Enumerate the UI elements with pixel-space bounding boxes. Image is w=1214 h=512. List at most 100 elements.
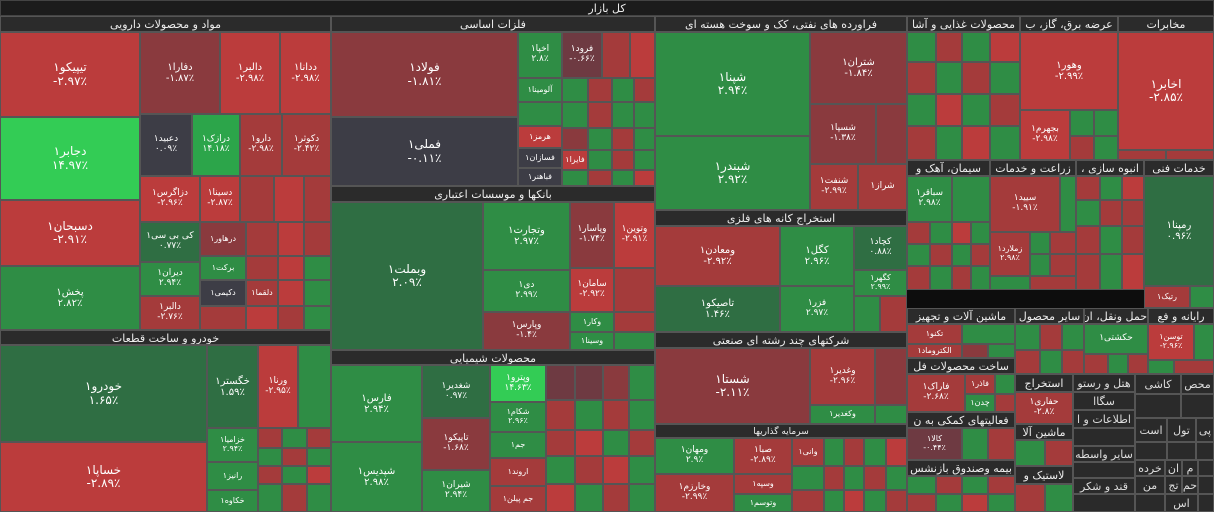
- stock-tile[interactable]: [258, 484, 282, 512]
- stock-tile[interactable]: دعبید۱ ۰.۰۹٪: [140, 114, 192, 176]
- stock-tile[interactable]: [282, 484, 307, 512]
- stock-tile[interactable]: ومعادن۱ -۲.۹۲٪: [655, 226, 780, 286]
- stock-tile[interactable]: [612, 78, 634, 102]
- stock-tile[interactable]: [1190, 286, 1214, 308]
- stock-tile[interactable]: [962, 62, 990, 94]
- stock-tile[interactable]: [307, 484, 331, 512]
- stock-tile[interactable]: [282, 466, 307, 484]
- stock-tile[interactable]: [200, 306, 246, 330]
- stock-tile[interactable]: دالبر۱ -۲.۷۶٪: [140, 296, 200, 330]
- stock-tile[interactable]: [634, 128, 655, 150]
- sector-header[interactable]: تول: [1167, 418, 1196, 442]
- sector-header[interactable]: محصولات شیمیایی: [331, 350, 655, 365]
- stock-tile[interactable]: [240, 176, 274, 222]
- sector-header[interactable]: است: [1135, 418, 1167, 442]
- stock-tile[interactable]: کی بی سی۱ ۰.۷۷٪: [140, 222, 200, 262]
- stock-tile[interactable]: فایرا۱: [562, 150, 588, 170]
- stock-tile[interactable]: حکشتی۱: [1084, 324, 1148, 354]
- sector-header[interactable]: سایر محصول: [1015, 308, 1084, 324]
- stock-tile[interactable]: [282, 428, 307, 448]
- stock-tile[interactable]: [1084, 354, 1108, 374]
- stock-tile[interactable]: [824, 490, 844, 512]
- stock-tile[interactable]: کگهر۱ ۲.۹۹٪: [854, 270, 907, 296]
- stock-tile[interactable]: شسپا۱ -۱.۳۸٪: [810, 104, 876, 164]
- stock-tile[interactable]: [1122, 200, 1144, 226]
- stock-tile[interactable]: [930, 244, 952, 266]
- stock-tile[interactable]: توسن۱ -۲.۹۶٪: [1148, 324, 1194, 360]
- stock-tile[interactable]: [1045, 440, 1073, 466]
- stock-tile[interactable]: [603, 430, 629, 456]
- stock-tile[interactable]: [258, 448, 282, 466]
- stock-tile[interactable]: بجهرم۱ -۲.۹۸٪: [1020, 110, 1070, 160]
- sector-header[interactable]: [1181, 394, 1214, 418]
- sector-header[interactable]: استخراج کانه های فلزی: [655, 210, 907, 226]
- stock-tile[interactable]: [246, 306, 278, 330]
- stock-tile[interactable]: [1030, 232, 1050, 254]
- sector-header[interactable]: اس: [1165, 494, 1198, 512]
- stock-tile[interactable]: [304, 280, 331, 306]
- sector-header[interactable]: سرمایه گذاریها: [655, 424, 907, 438]
- stock-tile[interactable]: ددانا۱ -۲.۹۸٪: [280, 32, 331, 114]
- sector-header[interactable]: من: [1135, 476, 1165, 494]
- stock-tile[interactable]: فزر۱ ۲.۹۷٪: [780, 286, 854, 332]
- stock-tile[interactable]: حفاری۱ -۲.۸٪: [1015, 392, 1073, 424]
- sector-header[interactable]: ان: [1165, 460, 1182, 476]
- stock-tile[interactable]: [907, 476, 936, 494]
- stock-tile[interactable]: [907, 62, 936, 94]
- stock-tile[interactable]: [1040, 324, 1062, 350]
- stock-tile[interactable]: [880, 296, 907, 332]
- stock-tile[interactable]: [936, 476, 962, 494]
- stock-tile[interactable]: [995, 374, 1015, 394]
- stock-tile[interactable]: ورنا۱ -۲.۹۵٪: [258, 345, 298, 428]
- stock-tile[interactable]: شکام۱ ۲.۹۶٪: [490, 402, 546, 432]
- stock-tile[interactable]: [886, 490, 907, 512]
- stock-tile[interactable]: [936, 94, 962, 126]
- stock-tile[interactable]: [278, 280, 304, 306]
- stock-tile[interactable]: [988, 494, 1015, 512]
- sector-header[interactable]: [1073, 428, 1135, 446]
- stock-tile[interactable]: [854, 296, 880, 332]
- stock-tile[interactable]: [603, 484, 629, 512]
- sector-header[interactable]: عرضه برق، گاز، ب: [1020, 16, 1118, 32]
- stock-tile[interactable]: [1062, 324, 1084, 350]
- sector-header[interactable]: ماشین آلا: [1015, 424, 1073, 440]
- stock-tile[interactable]: [575, 456, 603, 484]
- stock-tile[interactable]: اروند۱: [490, 458, 546, 486]
- stock-tile[interactable]: زملارد۱ ۲.۹۸٪: [990, 232, 1030, 276]
- stock-tile[interactable]: سامان۱ -۲.۹۲٪: [570, 268, 614, 312]
- stock-tile[interactable]: فاراک۱ -۲.۶۸٪: [907, 374, 965, 412]
- stock-tile[interactable]: [990, 126, 1020, 160]
- sector-header[interactable]: محص: [1181, 374, 1214, 394]
- sector-header[interactable]: م: [1182, 460, 1198, 476]
- stock-tile[interactable]: [603, 365, 629, 400]
- sector-header[interactable]: [1135, 442, 1167, 460]
- stock-tile[interactable]: [936, 126, 962, 160]
- stock-tile[interactable]: [995, 394, 1015, 412]
- stock-tile[interactable]: [844, 490, 864, 512]
- stock-tile[interactable]: تاپیکو۱ -۱.۶۸٪: [422, 418, 490, 470]
- stock-tile[interactable]: دارو۱ -۲.۹۸٪: [240, 114, 282, 176]
- stock-tile[interactable]: [907, 494, 936, 512]
- stock-tile[interactable]: [907, 244, 930, 266]
- stock-tile[interactable]: [971, 222, 990, 244]
- stock-tile[interactable]: [562, 102, 588, 128]
- stock-tile[interactable]: [588, 102, 612, 128]
- stock-tile[interactable]: دکیمی۱: [200, 280, 246, 306]
- sector-header[interactable]: سیمان، آهک و: [907, 160, 990, 176]
- stock-tile[interactable]: [962, 494, 988, 512]
- stock-tile[interactable]: [614, 312, 655, 332]
- stock-tile[interactable]: [298, 345, 331, 428]
- stock-tile[interactable]: [630, 32, 655, 78]
- sector-header[interactable]: [1198, 460, 1214, 476]
- stock-tile[interactable]: درهاور۱: [200, 222, 246, 256]
- stock-tile[interactable]: [1128, 354, 1148, 374]
- stock-tile[interactable]: دسبحان۱ -۲.۹۱٪: [0, 200, 140, 266]
- stock-tile[interactable]: [614, 268, 655, 312]
- stock-tile[interactable]: شنفت۱ -۲.۹۹٪: [810, 164, 858, 210]
- stock-tile[interactable]: [1076, 226, 1100, 254]
- stock-tile[interactable]: [575, 400, 603, 430]
- sector-header[interactable]: سایر واسطه: [1073, 446, 1135, 462]
- stock-tile[interactable]: خساپا۱ -۲.۸۹٪: [0, 442, 207, 512]
- sector-header[interactable]: حم: [1182, 476, 1198, 494]
- stock-tile[interactable]: دزاگرس۱ -۲.۹۶٪: [140, 176, 200, 222]
